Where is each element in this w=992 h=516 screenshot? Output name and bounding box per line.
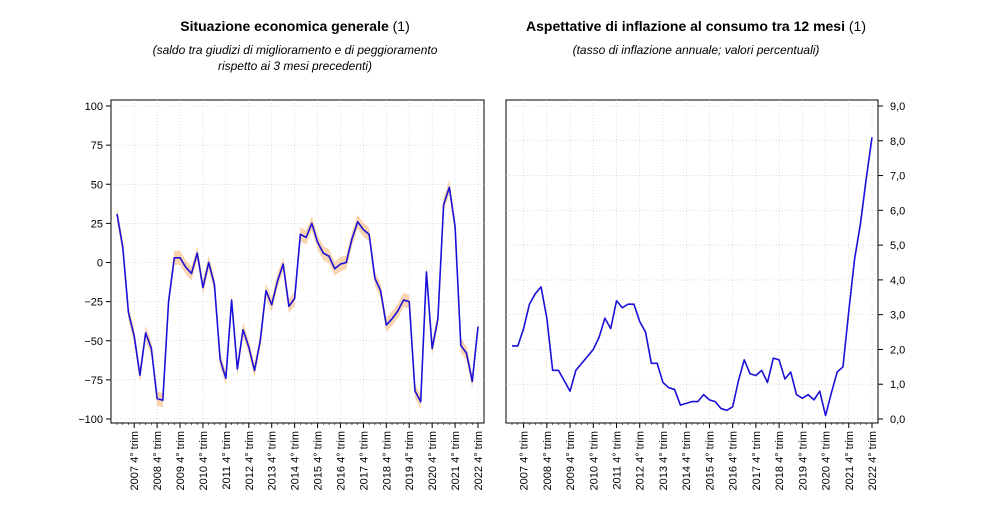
right-series-line [512, 137, 873, 417]
left-x-tick-label: 2022 4° trim [473, 431, 485, 490]
right-y-tick-label: 9,0 [890, 101, 905, 113]
right-y-tick-label: 6,0 [890, 205, 905, 217]
left-x-tick-label: 2018 4° trim [381, 431, 393, 490]
right-x-tick-label: 2020 4° trim [821, 431, 833, 490]
right-y-tick-label: 2,0 [890, 344, 905, 356]
left-x-tick-label: 2016 4° trim [335, 431, 347, 490]
left-x-tick-label: 2013 4° trim [267, 431, 279, 490]
left-y-tick-label: 75 [91, 140, 103, 152]
left-y-tick-label: 100 [85, 101, 103, 113]
left-x-tick-label: 2012 4° trim [244, 431, 256, 490]
left-x-tick-label: 2021 4° trim [450, 431, 462, 490]
right-plot-frame [505, 99, 879, 424]
right-y-tick-label: 4,0 [890, 275, 905, 287]
right-x-tick-label: 2010 4° trim [588, 431, 600, 490]
right-chart-subtitle-line1: (tasso di inflazione annuale; valori per… [572, 43, 820, 57]
right-x-tick-label: 2012 4° trim [635, 431, 647, 490]
right-y-tick-label: 3,0 [890, 310, 905, 322]
left-x-tick-label: 2015 4° trim [313, 431, 325, 490]
left-chart-subtitle-line2: rispetto ai 3 mesi precedenti) [217, 59, 373, 73]
left-chart-subtitle-line1: (saldo tra giudizi di miglioramento e di… [152, 43, 438, 57]
right-x-tick-label: 2007 4° trim [519, 431, 531, 490]
right-x-tick-label: 2014 4° trim [681, 431, 693, 490]
right-chart-title-text: Aspettative di inflazione al consumo tra… [526, 18, 845, 34]
left-x-tick-label: 2019 4° trim [404, 431, 416, 490]
left-chart-title-note: (1) [392, 18, 410, 34]
left-y-tick-label: −100 [78, 414, 103, 426]
left-x-tick-label: 2020 4° trim [427, 431, 439, 490]
left-plot-frame [110, 99, 485, 424]
right-x-tick-label: 2019 4° trim [797, 431, 809, 490]
left-y-tick-label: −25 [84, 297, 103, 309]
left-series-band [117, 180, 478, 409]
right-x-tick-label: 2013 4° trim [658, 431, 670, 490]
left-series-line [116, 186, 479, 403]
right-x-tick-label: 2009 4° trim [565, 431, 577, 490]
left-y-tick-label: −50 [84, 336, 103, 348]
left-x-tick-label: 2008 4° trim [152, 431, 164, 490]
left-x-tick-label: 2010 4° trim [198, 431, 210, 490]
right-y-tick-label: 1,0 [890, 379, 905, 391]
left-y-tick-label: −75 [84, 375, 103, 387]
right-x-tick-label: 2021 4° trim [844, 431, 856, 490]
right-y-tick-label: 7,0 [890, 171, 905, 183]
left-chart-subtitle: (saldo tra giudizi di miglioramento e di… [90, 42, 500, 74]
left-x-tick-label: 2009 4° trim [175, 431, 187, 490]
right-chart-title: Aspettative di inflazione al consumo tra… [480, 18, 912, 34]
right-x-tick-label: 2008 4° trim [542, 431, 554, 490]
right-x-tick-label: 2011 4° trim [612, 431, 624, 490]
right-x-tick-label: 2022 4° trim [867, 431, 879, 490]
left-chart-title: Situazione economica generale (1) [100, 18, 490, 34]
right-chart-title-note: (1) [848, 18, 866, 34]
right-x-tick-label: 2015 4° trim [704, 431, 716, 490]
right-x-tick-label: 2016 4° trim [728, 431, 740, 490]
left-chart-title-text: Situazione economica generale [180, 18, 389, 34]
left-x-tick-label: 2017 4° trim [358, 431, 370, 490]
left-x-tick-label: 2007 4° trim [129, 431, 141, 490]
left-y-tick-label: 0 [97, 258, 103, 270]
right-y-tick-label: 5,0 [890, 240, 905, 252]
right-y-tick-label: 0,0 [890, 414, 905, 426]
left-x-tick-label: 2011 4° trim [221, 431, 233, 490]
right-chart-subtitle: (tasso di inflazione annuale; valori per… [500, 42, 892, 58]
left-x-tick-label: 2014 4° trim [290, 431, 302, 490]
left-y-tick-label: 25 [91, 218, 103, 230]
left-y-tick-label: 50 [91, 179, 103, 191]
right-y-tick-label: 8,0 [890, 136, 905, 148]
right-x-tick-label: 2017 4° trim [751, 431, 763, 490]
right-x-tick-label: 2018 4° trim [774, 431, 786, 490]
